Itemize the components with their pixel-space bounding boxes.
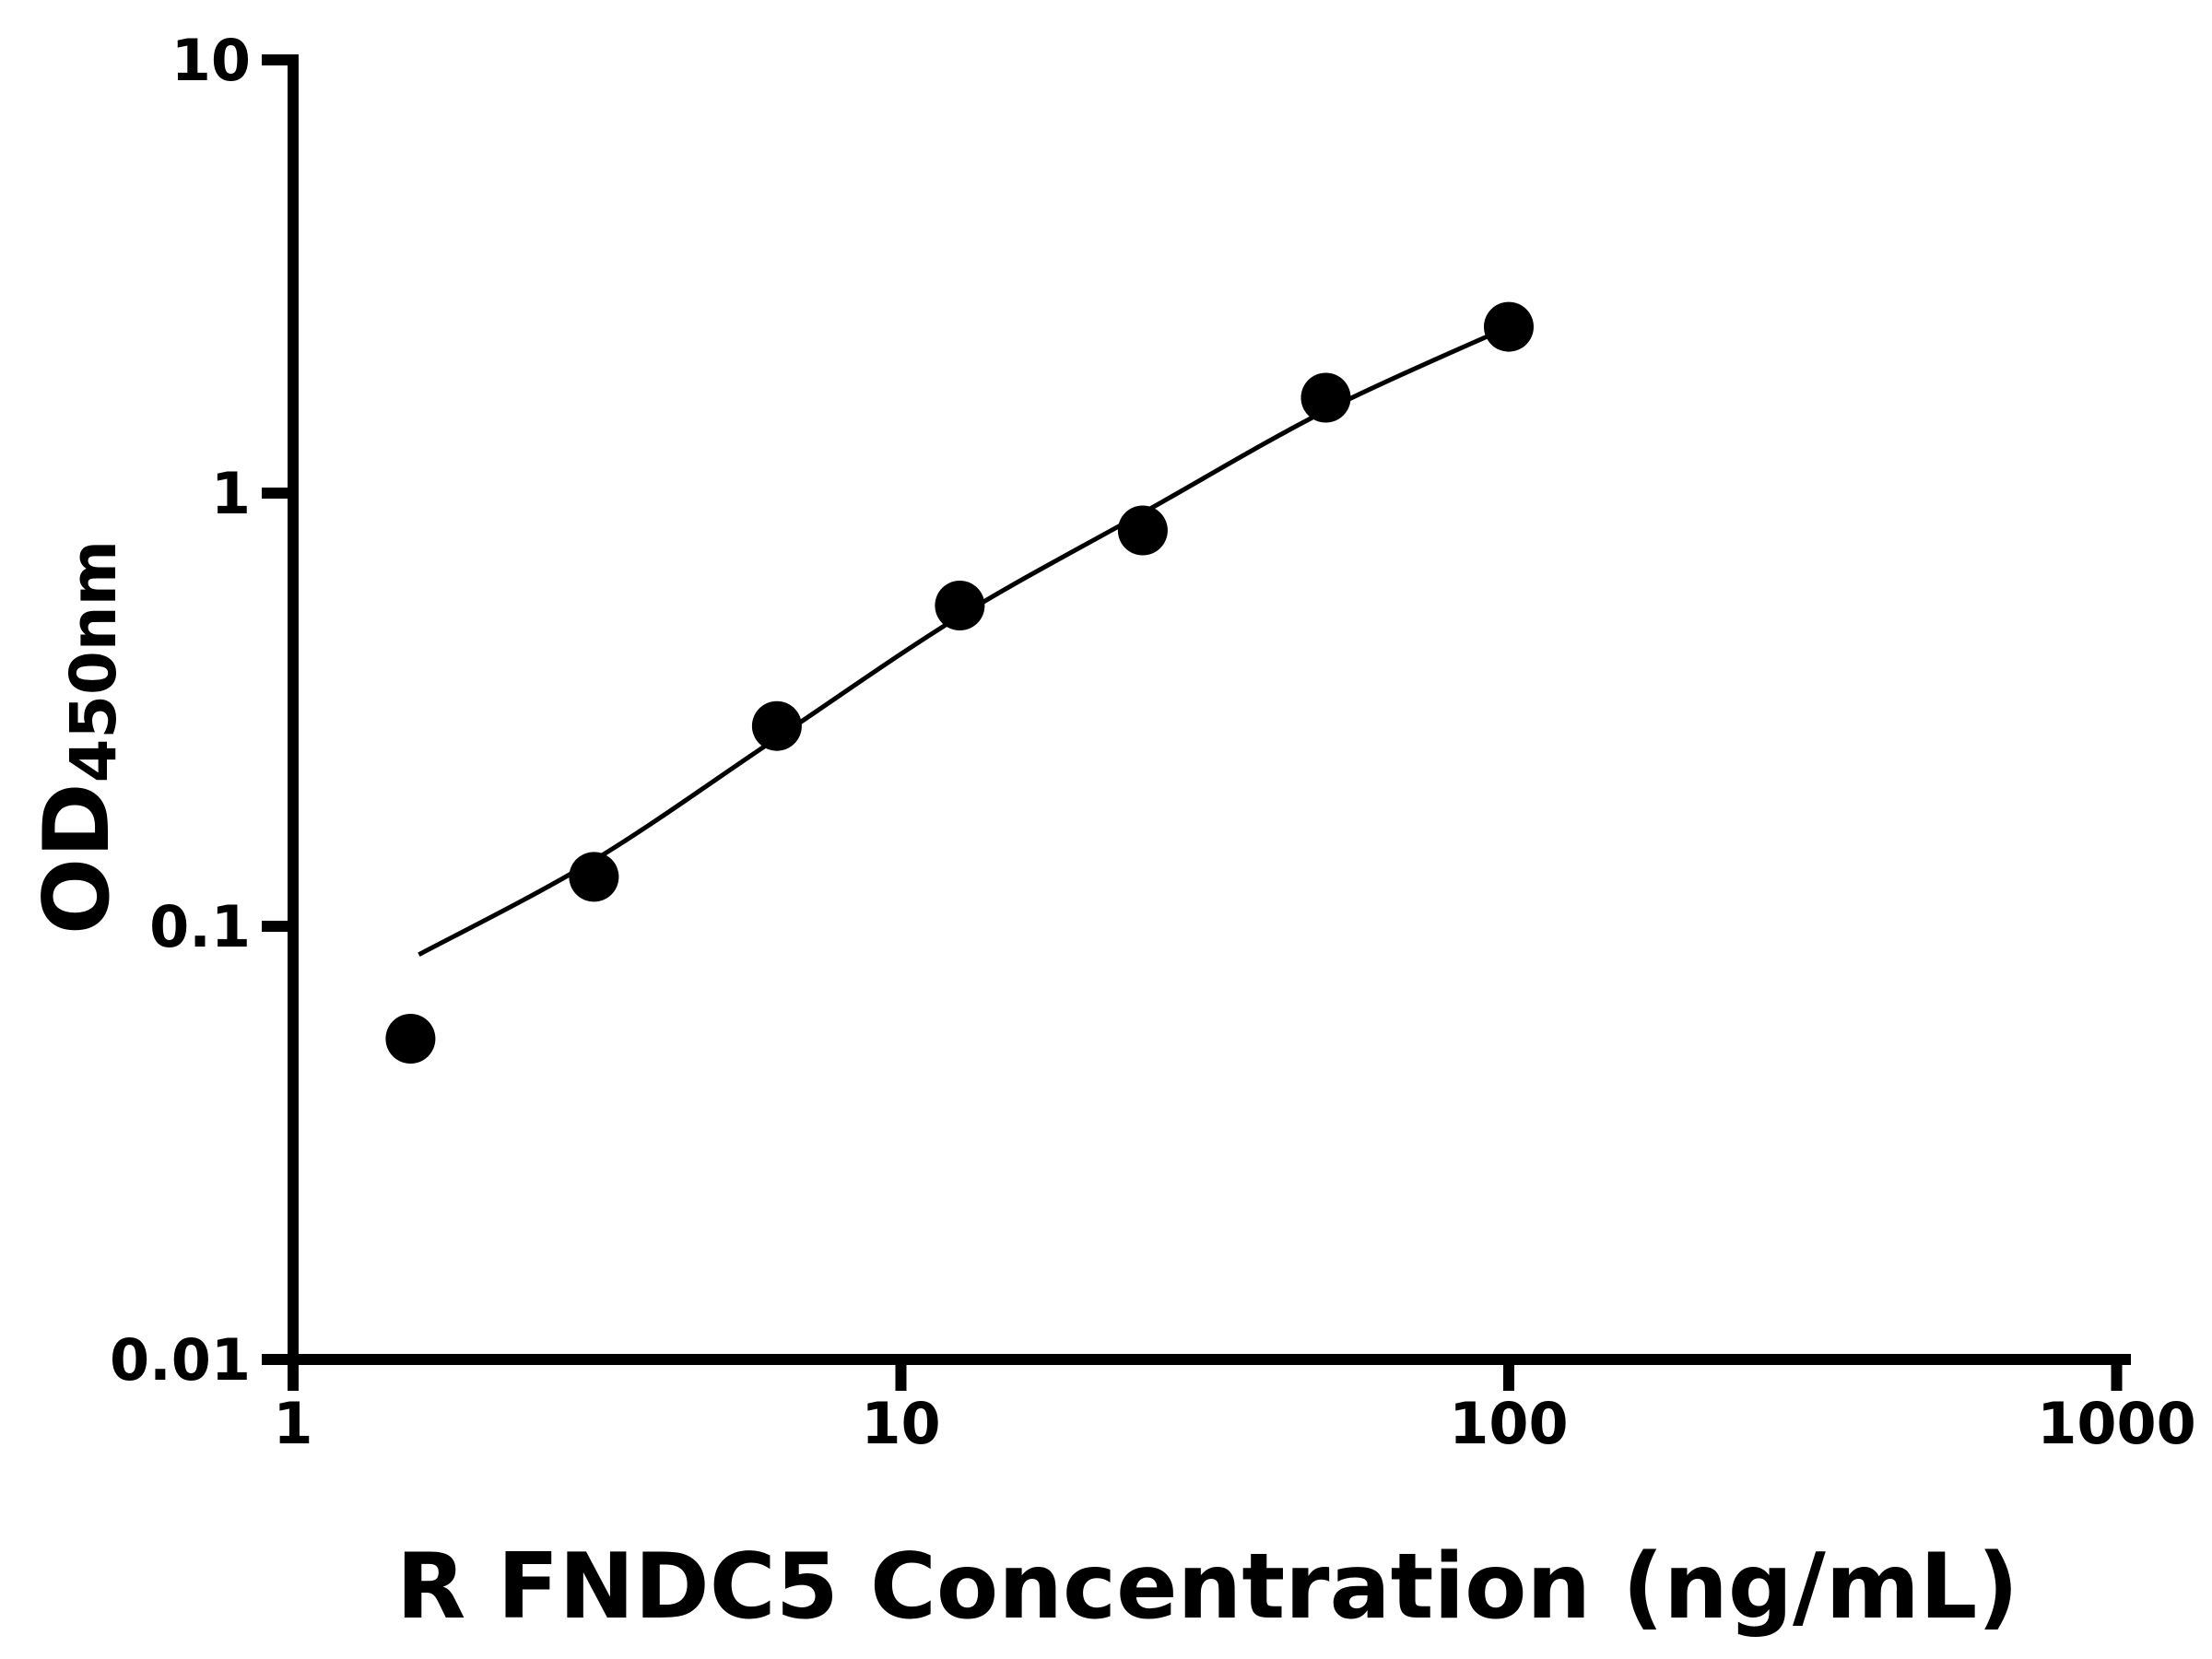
data-point-3 — [935, 581, 985, 630]
x-tick-label-1: 1 — [273, 1390, 312, 1457]
data-point-4 — [1117, 505, 1168, 556]
y-axis-label: OD450nm — [25, 539, 132, 935]
y-axis-label-subscript: 450nm — [57, 539, 132, 783]
y-tick-label-0.01: 0.01 — [110, 1326, 251, 1394]
x-tick-label-1000: 1000 — [2037, 1390, 2196, 1457]
x-axis-label: R FNDC5 Concentration (ng/mL) — [395, 1535, 2019, 1640]
data-point-5 — [1300, 372, 1351, 423]
data-point-1 — [569, 852, 619, 902]
x-tick-label-10: 10 — [861, 1390, 940, 1457]
y-tick-label-0.1: 0.1 — [149, 893, 251, 960]
data-point-2 — [751, 700, 802, 751]
y-tick-label-1: 1 — [211, 460, 251, 527]
data-point-6 — [1484, 301, 1534, 352]
x-tick-label-100: 100 — [1449, 1390, 1568, 1457]
y-axis-label-main: OD — [25, 782, 130, 935]
data-point-0 — [385, 1014, 436, 1064]
y-tick-label-10: 10 — [171, 27, 251, 94]
